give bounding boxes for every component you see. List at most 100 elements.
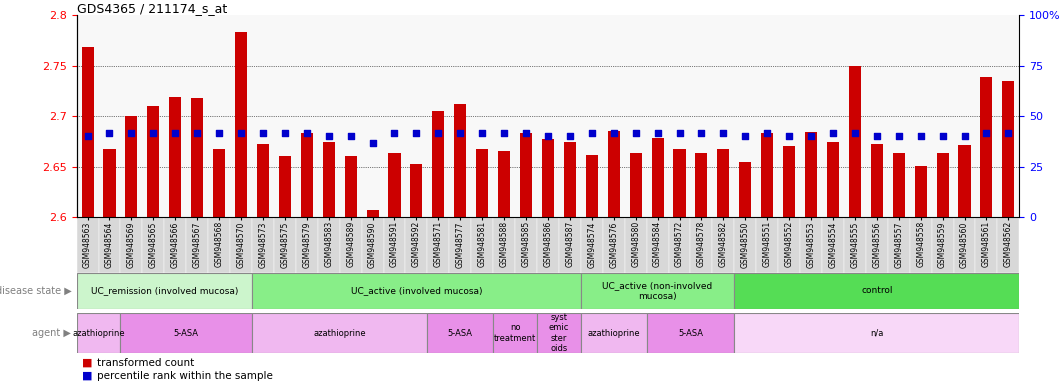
Point [649,130,666,136]
Text: disease state ▶: disease state ▶ [0,286,71,296]
Bar [581,273,734,309]
Bar [805,132,817,217]
Bar [936,154,949,217]
Bar [498,151,510,217]
Point [605,130,622,136]
Point [496,130,513,136]
Point [298,130,315,136]
Bar [318,217,339,273]
Bar [953,217,976,273]
Text: n/a: n/a [870,329,883,338]
Bar [651,138,664,217]
Point [846,130,863,136]
Bar [625,217,647,273]
Point [320,133,337,139]
Text: syst
emic
ster
oids: syst emic ster oids [549,313,569,353]
Bar [252,217,273,273]
Point [430,130,447,136]
Bar [77,273,252,309]
Bar [893,154,904,217]
Bar [559,217,581,273]
Point [517,130,534,136]
Bar [761,133,774,217]
Bar [608,131,619,217]
Bar [186,217,209,273]
Bar [800,217,822,273]
Bar [120,313,252,353]
Bar [366,210,379,217]
Text: control: control [861,286,893,295]
Bar [647,313,734,353]
Bar [411,164,422,217]
Bar [1002,81,1014,217]
Bar [169,97,181,217]
Point [167,130,184,136]
Bar [757,217,778,273]
Bar [120,217,143,273]
Point [781,133,798,139]
Text: azathioprine: azathioprine [72,329,124,338]
Bar [822,217,844,273]
Bar [542,139,554,217]
Bar [449,217,471,273]
Text: 5-ASA: 5-ASA [173,329,199,338]
Bar [915,166,927,217]
Point [277,130,294,136]
Bar [273,217,296,273]
Point [671,130,688,136]
Bar [339,217,362,273]
Point [539,133,556,139]
Bar [471,217,493,273]
Bar [586,156,598,217]
Point [211,130,228,136]
Bar [603,217,625,273]
Point [934,133,951,139]
Text: UC_remission (involved mucosa): UC_remission (involved mucosa) [90,286,238,295]
Bar [734,273,1019,309]
Text: no
treatment: no treatment [494,323,536,343]
Bar [717,149,730,217]
Bar [713,217,734,273]
Bar [691,217,713,273]
Bar [345,156,356,217]
Point [123,130,140,136]
Point [188,130,205,136]
Point [759,130,776,136]
Point [408,130,425,136]
Text: 5-ASA: 5-ASA [678,329,703,338]
Bar [147,106,160,217]
Point [452,130,469,136]
Bar [844,217,866,273]
Point [802,133,819,139]
Bar [866,217,887,273]
Bar [668,217,691,273]
Bar [581,217,603,273]
Point [233,130,250,136]
Bar [405,217,428,273]
Bar [477,149,488,217]
Bar [296,217,318,273]
Bar [362,217,383,273]
Bar [980,77,993,217]
Bar [428,217,449,273]
Bar [432,111,445,217]
Bar [388,154,400,217]
Text: ■: ■ [82,371,93,381]
Bar [493,313,537,353]
Text: azathioprine: azathioprine [587,329,641,338]
Bar [428,313,493,353]
Point [715,130,732,136]
Bar [849,66,861,217]
Bar [997,217,1019,273]
Point [868,133,885,139]
Point [254,130,271,136]
Text: UC_active (involved mucosa): UC_active (involved mucosa) [351,286,482,295]
Point [736,133,753,139]
Point [562,133,579,139]
Point [79,133,96,139]
Bar [520,133,532,217]
Bar [143,217,164,273]
Bar [630,154,642,217]
Point [473,130,491,136]
Bar [783,146,795,217]
